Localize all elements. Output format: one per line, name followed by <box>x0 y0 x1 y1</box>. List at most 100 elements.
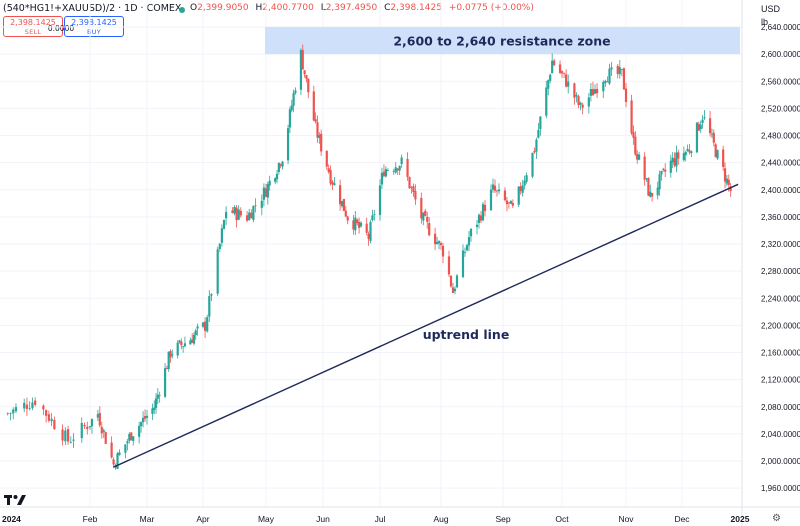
candle-body <box>439 243 443 246</box>
candle-body <box>465 245 469 251</box>
candle-body <box>533 150 536 153</box>
candle-body <box>83 424 86 427</box>
candle-body <box>340 201 344 207</box>
candle-body <box>354 217 357 231</box>
candle-body <box>204 321 207 331</box>
candle-body <box>28 408 31 410</box>
candle-body <box>562 72 566 74</box>
time-tick-label: Feb <box>83 514 98 524</box>
candle-body <box>453 288 457 292</box>
candle-body <box>483 204 487 211</box>
time-tick-label: Sep <box>495 514 510 524</box>
time-tick-label: Aug <box>433 514 448 524</box>
candle-body <box>277 162 280 172</box>
candle-body <box>511 202 514 206</box>
candle-body <box>339 185 342 205</box>
candle-body <box>651 192 654 197</box>
candle-body <box>346 216 349 221</box>
candle-body <box>176 342 179 356</box>
price-tick-label: 2,440.0000 <box>761 159 800 168</box>
candle-body <box>369 222 372 241</box>
time-tick-label: Mar <box>140 514 155 524</box>
candle-body <box>560 71 564 74</box>
price-tick-label: 2,560.0000 <box>761 77 800 86</box>
price-axis[interactable]: 1,960.0000 2,000.0000 2,040.0000 2,080.0000… <box>761 23 800 493</box>
candle-body <box>371 215 374 221</box>
candle-body <box>88 426 92 428</box>
candle-body <box>589 89 593 96</box>
candle-body <box>145 415 149 418</box>
candle-body <box>14 407 18 412</box>
candle-body <box>649 191 652 197</box>
time-tick-label: Apr <box>196 514 209 524</box>
candle-body <box>196 326 199 329</box>
candle-body <box>664 169 667 172</box>
price-tick-label: 2,320.0000 <box>761 240 800 249</box>
candle-body <box>100 426 103 434</box>
candle-body <box>422 212 425 221</box>
candle-body <box>608 68 611 84</box>
candle-body <box>573 83 576 98</box>
candle-body <box>677 152 680 159</box>
candle-body <box>327 168 330 173</box>
candle-body <box>519 186 522 192</box>
candle-body <box>279 164 282 166</box>
candle-body <box>246 215 249 221</box>
candle-body <box>396 168 399 171</box>
candle-body <box>426 216 429 222</box>
candle-body <box>25 404 29 409</box>
market-status-dot <box>179 7 185 13</box>
gear-icon[interactable]: ⚙ <box>772 513 781 524</box>
price-tick-label: 2,120.0000 <box>761 376 800 385</box>
uptrend-label: uptrend line <box>423 327 510 342</box>
candle-body <box>303 70 306 75</box>
candle-body <box>45 410 48 416</box>
candle-body <box>365 223 368 233</box>
candle-body <box>104 432 107 444</box>
candle-body <box>645 178 648 180</box>
candle-body <box>553 60 556 66</box>
candle-body <box>359 222 363 227</box>
candle-body <box>233 207 236 214</box>
candle-body <box>210 294 213 296</box>
symbol-title[interactable]: (540*HG1!+XAUUSD)/2 · 1D · COMEX <box>3 3 182 14</box>
price-tick-label: 2,040.0000 <box>761 430 800 439</box>
candle-body <box>380 172 384 185</box>
candle-body <box>189 340 192 345</box>
candle-body <box>260 200 263 208</box>
candle-body <box>329 170 332 184</box>
candle-body <box>182 346 185 348</box>
candle-body <box>455 275 459 288</box>
candle-body <box>301 50 304 70</box>
candle-body <box>547 80 550 89</box>
candle-body <box>171 354 174 356</box>
candle-body <box>231 210 234 213</box>
candle-body <box>551 60 554 74</box>
time-axis[interactable]: 2024 Feb Mar Apr May Jun Jul Aug Sep Oct Nov Dec 202… <box>2 514 750 524</box>
uptrend-line[interactable] <box>113 183 739 468</box>
candle-body <box>523 180 526 186</box>
candle-body <box>467 237 471 246</box>
candle-body <box>286 128 290 161</box>
time-tick-label: Oct <box>555 514 569 524</box>
candle-body <box>581 104 584 108</box>
candle-body <box>367 233 370 239</box>
candle-body <box>428 223 431 236</box>
candle-body <box>132 436 135 441</box>
candle-body <box>537 129 540 138</box>
candle-body <box>250 212 253 219</box>
candle-body <box>669 160 672 173</box>
price-tick-label: 2,000.0000 <box>761 457 800 466</box>
candle-body <box>216 249 219 294</box>
candle-body <box>708 118 712 134</box>
candle-body <box>539 116 542 130</box>
sell-price: 2,398.1425 <box>10 18 56 27</box>
candle-body <box>218 243 221 250</box>
candle-body <box>618 67 621 75</box>
candle-body <box>575 95 578 97</box>
candle-body <box>491 184 495 190</box>
candle-body <box>461 250 465 278</box>
time-tick-label: Dec <box>674 514 690 524</box>
price-tick-label: 2,200.0000 <box>761 321 800 330</box>
